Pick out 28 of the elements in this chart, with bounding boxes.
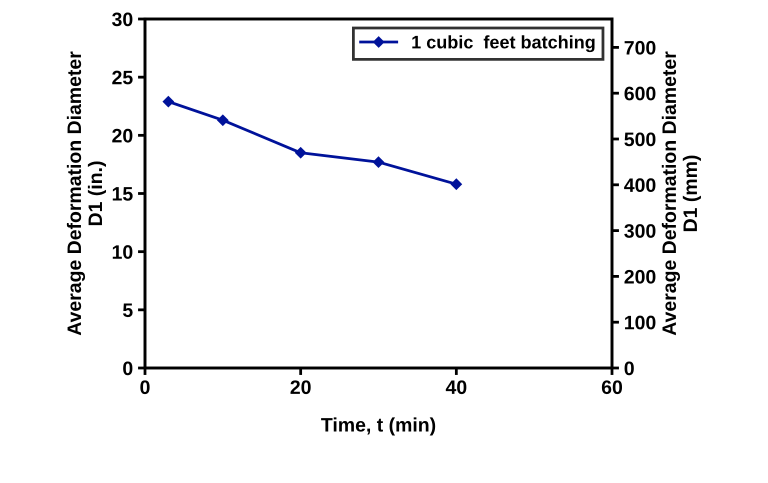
y2-tick-label: 700: [624, 40, 656, 55]
y2-tick-label: 400: [624, 178, 656, 192]
y-tick-label: 0: [123, 361, 132, 376]
y2-tick-label: 300: [624, 224, 656, 238]
y2-tick-label: 100: [625, 316, 656, 330]
point: [372, 156, 384, 168]
x-tick-label: 40: [446, 380, 466, 394]
y-tick-label: 5: [122, 304, 133, 318]
y-axis-title: Average Deformation Diameter D1 (in.): [66, 52, 106, 336]
y-tick-label: 10: [112, 245, 132, 259]
x-axis-title: Time, t (min): [321, 417, 436, 436]
y-tick-label: 20: [112, 128, 132, 143]
x-tick-label: 0: [140, 380, 150, 394]
y-tick-label: 25: [112, 70, 133, 84]
point: [217, 114, 228, 126]
x-tick-label: 20: [290, 380, 311, 394]
point: [295, 147, 306, 158]
point: [162, 96, 174, 108]
legend-label: 1 cubic feet batching: [412, 35, 595, 52]
y2-tick-label: 500: [624, 132, 656, 146]
y2-axis-title: Average Deformation Diameter D1 (mm): [662, 52, 701, 336]
y2-tick-label: 200: [624, 270, 656, 284]
point: [450, 178, 462, 190]
y-tick-label: 15: [112, 187, 133, 201]
y-tick-label: 30: [112, 12, 132, 26]
x-tick-label: 60: [602, 380, 622, 394]
y2-tick-label: 600: [624, 86, 656, 100]
y2-tick-label: 0: [624, 361, 634, 376]
